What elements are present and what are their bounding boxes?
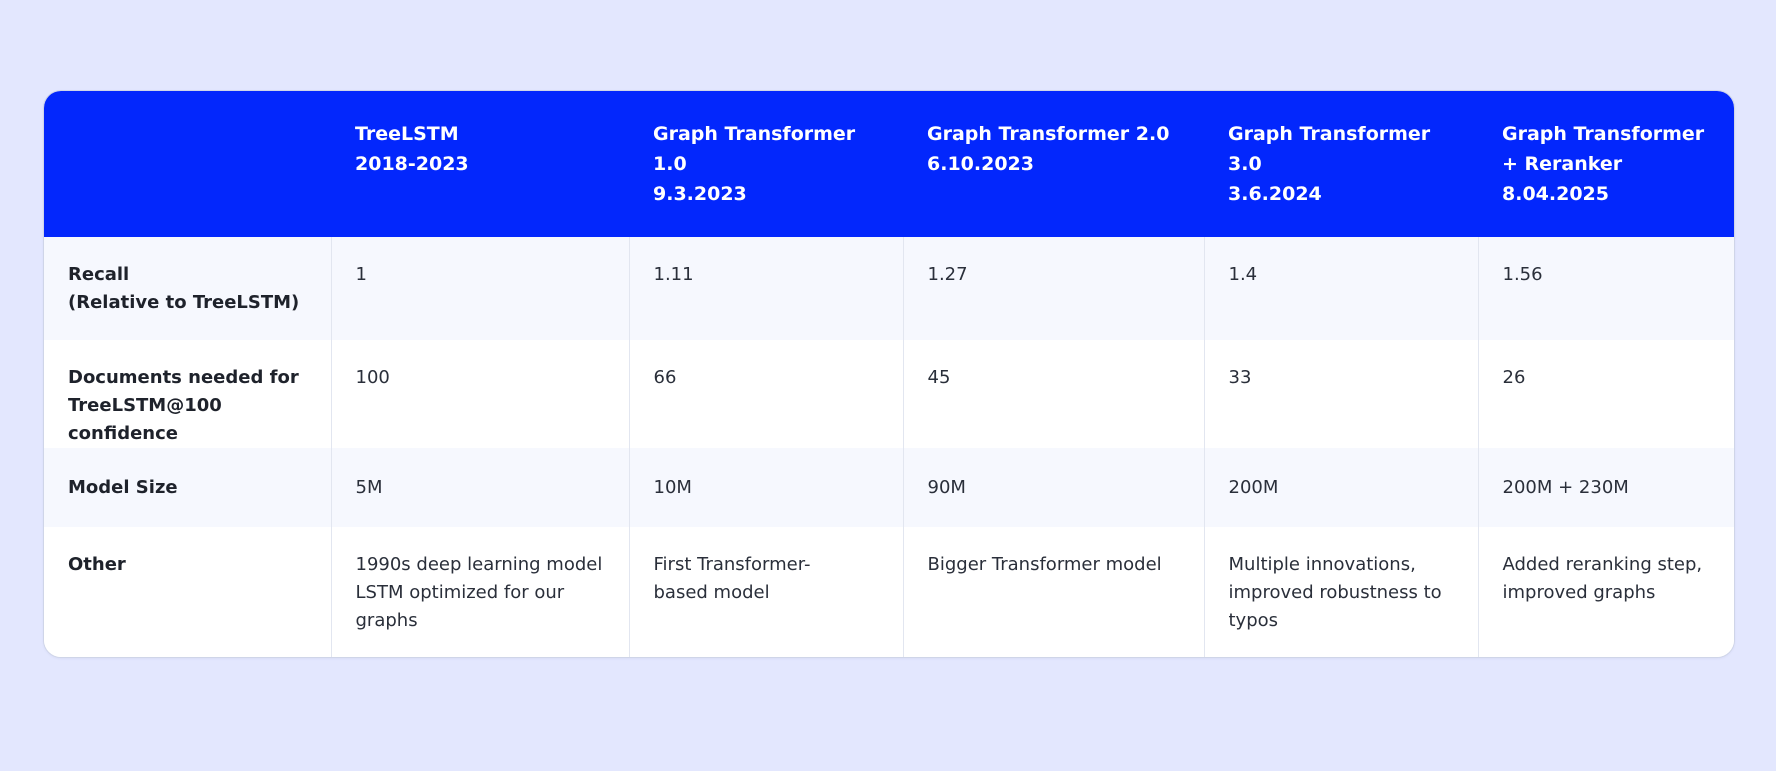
header-model-name: Graph Transformer 3.0 xyxy=(1228,123,1431,175)
header-graph-transformer-1: Graph Transformer 1.0 9.3.2023 xyxy=(629,91,903,237)
row-label-line: Recall xyxy=(68,264,130,285)
cell-line: typos xyxy=(1228,610,1279,631)
table-cell: 1.4 xyxy=(1203,237,1478,340)
header-model-name: TreeLSTM xyxy=(355,123,459,145)
table-cell: 10M xyxy=(628,448,903,527)
table-header: TreeLSTM 2018-2023 Graph Transformer 1.0… xyxy=(44,91,1734,237)
table-cell: 1.11 xyxy=(628,237,903,340)
header-model-date: 2018-2023 xyxy=(355,153,469,175)
table-cell: 45 xyxy=(902,340,1204,448)
header-model-name-cont: + Reranker xyxy=(1502,153,1623,175)
table-row-other: Other 1990s deep learning model LSTM opt… xyxy=(44,527,1734,657)
table-cell: 26 xyxy=(1477,340,1734,448)
header-empty-cell xyxy=(44,91,331,237)
table-cell: 200M xyxy=(1203,448,1478,527)
header-graph-transformer-3: Graph Transformer 3.0 3.6.2024 xyxy=(1204,91,1478,237)
table-body: Recall (Relative to TreeLSTM) 1 1.11 1.2… xyxy=(44,237,1734,657)
table-cell: 200M + 230M xyxy=(1477,448,1734,527)
cell-line: Multiple innovations, xyxy=(1228,554,1416,575)
table-cell: First Transformer- based model xyxy=(628,527,903,657)
table-cell: 1.27 xyxy=(902,237,1204,340)
header-model-name: Graph Transformer 2.0 xyxy=(927,123,1170,145)
header-model-name: Graph Transformer 1.0 xyxy=(653,123,856,175)
header-graph-transformer-reranker: Graph Transformer + Reranker 8.04.2025 xyxy=(1478,91,1734,237)
header-model-date: 6.10.2023 xyxy=(927,153,1034,175)
table-cell: 100 xyxy=(330,340,629,448)
header-model-name: Graph Transformer xyxy=(1502,123,1705,145)
cell-line: graphs xyxy=(355,610,418,631)
row-label-line: TreeLSTM@100 confidence xyxy=(68,395,222,444)
cell-line: improved robustness to xyxy=(1228,582,1442,603)
header-treelstm: TreeLSTM 2018-2023 xyxy=(331,91,629,237)
header-model-date: 9.3.2023 xyxy=(653,183,747,205)
row-label: Other xyxy=(44,527,331,657)
cell-line: Added reranking step, xyxy=(1502,554,1703,575)
row-label-line: Other xyxy=(68,554,126,575)
row-label: Model Size xyxy=(44,448,331,527)
cell-line: Bigger Transformer model xyxy=(927,554,1162,575)
header-model-date: 8.04.2025 xyxy=(1502,183,1609,205)
table-cell: 90M xyxy=(902,448,1204,527)
row-label: Documents needed for TreeLSTM@100 confid… xyxy=(44,340,331,448)
table-row-recall: Recall (Relative to TreeLSTM) 1 1.11 1.2… xyxy=(44,237,1734,340)
table-cell: 33 xyxy=(1203,340,1478,448)
row-label-line: Documents needed for xyxy=(68,367,299,388)
table-cell: 1990s deep learning model LSTM optimized… xyxy=(330,527,629,657)
table-cell: 1 xyxy=(330,237,629,340)
table-cell: Added reranking step, improved graphs xyxy=(1477,527,1734,657)
cell-line: improved graphs xyxy=(1502,582,1656,603)
table-row-documents-needed: Documents needed for TreeLSTM@100 confid… xyxy=(44,340,1734,448)
table-cell: 66 xyxy=(628,340,903,448)
comparison-table-card: TreeLSTM 2018-2023 Graph Transformer 1.0… xyxy=(43,90,1735,658)
table-cell: 5M xyxy=(330,448,629,527)
cell-line: LSTM optimized for our xyxy=(355,582,565,603)
cell-line: 1990s deep learning model xyxy=(355,554,603,575)
row-label-line: Model Size xyxy=(68,477,178,498)
header-row: TreeLSTM 2018-2023 Graph Transformer 1.0… xyxy=(44,91,1734,237)
cell-line: based model xyxy=(653,582,770,603)
table-row-model-size: Model Size 5M 10M 90M 200M 200M + 230M xyxy=(44,448,1734,527)
table-cell: Bigger Transformer model xyxy=(902,527,1204,657)
table-cell: 1.56 xyxy=(1477,237,1734,340)
model-comparison-table: TreeLSTM 2018-2023 Graph Transformer 1.0… xyxy=(44,91,1734,657)
row-label-line: (Relative to TreeLSTM) xyxy=(68,292,300,313)
header-graph-transformer-2: Graph Transformer 2.0 6.10.2023 xyxy=(903,91,1204,237)
header-model-date: 3.6.2024 xyxy=(1228,183,1322,205)
cell-line: First Transformer- xyxy=(653,554,811,575)
table-cell: Multiple innovations, improved robustnes… xyxy=(1203,527,1478,657)
row-label: Recall (Relative to TreeLSTM) xyxy=(44,237,331,340)
